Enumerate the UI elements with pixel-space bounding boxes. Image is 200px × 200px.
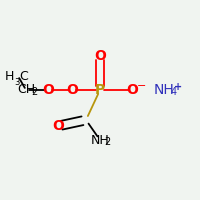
Text: O: O: [52, 119, 64, 133]
Text: 4: 4: [171, 87, 177, 97]
Text: NH: NH: [91, 134, 109, 146]
Text: 2: 2: [31, 87, 38, 97]
Text: O: O: [126, 83, 138, 97]
Text: P: P: [95, 83, 105, 97]
Text: NH: NH: [154, 83, 174, 97]
Text: H: H: [5, 70, 14, 82]
Text: 3: 3: [14, 78, 20, 87]
Text: O: O: [66, 83, 78, 97]
Text: 2: 2: [104, 137, 111, 147]
Text: O: O: [94, 49, 106, 63]
Text: CH: CH: [17, 83, 35, 96]
Text: C: C: [19, 70, 28, 82]
Text: +: +: [174, 82, 182, 92]
Text: −: −: [137, 81, 147, 91]
Text: O: O: [42, 83, 54, 97]
